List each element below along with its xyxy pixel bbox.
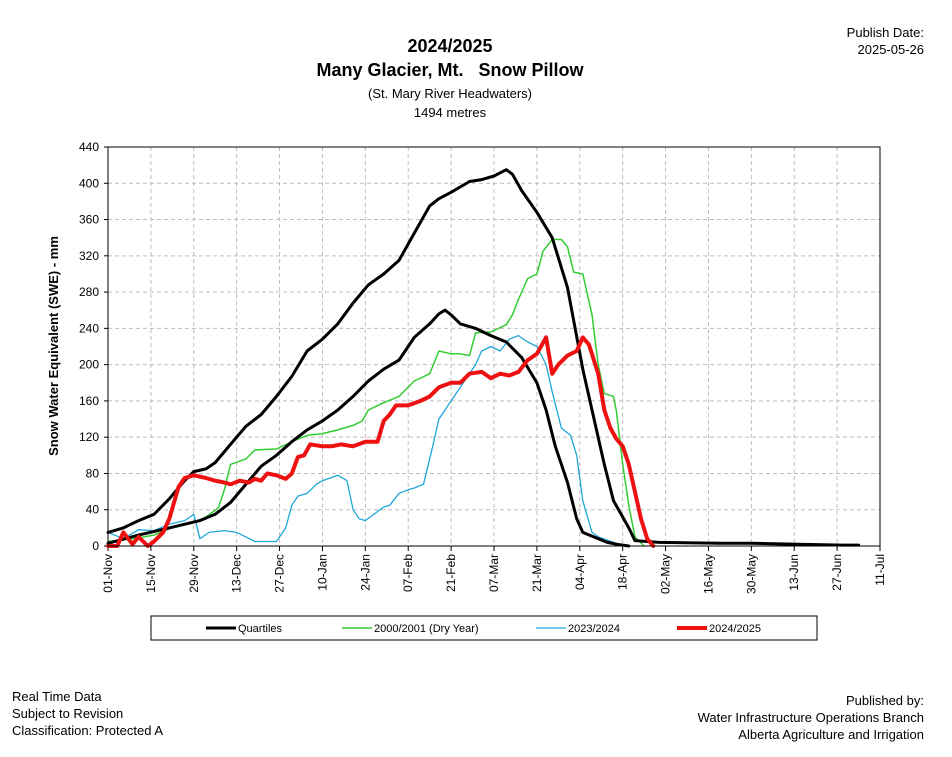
y-axis-label: Snow Water Equivalent (SWE) - mm xyxy=(46,236,61,456)
y-tick-label: 320 xyxy=(79,249,99,263)
chart-subtitle-basin: (St. Mary River Headwaters) xyxy=(368,86,532,101)
legend-label-current: 2024/2025 xyxy=(709,623,761,635)
chart-subtitle-elevation: 1494 metres xyxy=(413,105,487,120)
y-tick-label: 280 xyxy=(79,285,99,299)
series-line-quartiles-1 xyxy=(106,308,631,548)
y-tick-label: 200 xyxy=(79,358,99,372)
x-tick-label: 29-Nov xyxy=(187,554,201,593)
y-axis-ticks: 0 40 80 120 160 200 240 280 320 360 400 440 xyxy=(79,140,108,553)
y-tick-label: 0 xyxy=(92,539,99,553)
x-tick-label: 13-Dec xyxy=(230,554,244,593)
series-line-current-4 xyxy=(106,335,656,548)
y-tick-label: 80 xyxy=(86,466,100,480)
x-tick-label: 21-Mar xyxy=(530,554,544,592)
y-tick-label: 440 xyxy=(79,140,99,154)
x-tick-label: 01-Nov xyxy=(101,554,115,593)
y-tick-label: 360 xyxy=(79,213,99,227)
x-tick-label: 15-Nov xyxy=(144,554,158,593)
footer-classification: Classification: Protected A xyxy=(12,723,164,738)
chart-title-year: 2024/2025 xyxy=(407,36,493,56)
legend: Quartiles 2000/2001 (Dry Year) 2023/2024 20… xyxy=(150,615,818,641)
series-line-prev-3 xyxy=(107,334,624,547)
publish-date-label: Publish Date: xyxy=(846,25,924,40)
series-line-dry-2 xyxy=(107,238,645,547)
x-tick-label: 13-Jun xyxy=(787,554,801,591)
footer-branch: Water Infrastructure Operations Branch xyxy=(697,710,924,725)
plot-frame xyxy=(107,146,881,547)
footer-ministry: Alberta Agriculture and Irrigation xyxy=(738,727,924,742)
x-tick-label: 18-Apr xyxy=(616,554,630,590)
x-tick-label: 07-Mar xyxy=(487,554,501,592)
x-tick-label: 11-Jul xyxy=(873,554,887,586)
chart-title-station: Many Glacier, Mt. Snow Pillow xyxy=(316,60,584,80)
footer-revision: Subject to Revision xyxy=(12,706,124,721)
x-axis-ticks: 01-Nov 15-Nov 29-Nov 13-Dec 27-Dec 10-Jan 24-J… xyxy=(101,546,887,594)
x-tick-label: 27-Dec xyxy=(273,554,287,593)
footer-left: Real Time Data Subject to Revision Class… xyxy=(12,688,163,739)
x-tick-label: 04-Apr xyxy=(573,554,587,590)
footer-right: Published by: Water Infrastructure Opera… xyxy=(698,692,924,743)
y-tick-label: 160 xyxy=(79,394,99,408)
y-tick-label: 120 xyxy=(79,430,99,444)
x-tick-label: 16-May xyxy=(701,554,715,594)
footer-published-by: Published by: xyxy=(845,693,924,708)
chart-titles: 2024/2025 Many Glacier, Mt. Snow Pillow … xyxy=(0,34,900,122)
x-tick-label: 10-Jan xyxy=(315,554,329,591)
x-tick-label: 07-Feb xyxy=(401,554,415,592)
footer-realtime: Real Time Data xyxy=(12,689,102,704)
gridlines xyxy=(108,147,881,546)
y-tick-label: 240 xyxy=(79,321,99,335)
x-tick-label: 02-May xyxy=(659,554,673,594)
legend-label-quartiles: Quartiles xyxy=(238,623,283,635)
x-tick-label: 30-May xyxy=(744,554,758,594)
x-tick-label: 24-Jan xyxy=(358,554,372,591)
publish-date-value: 2025-05-26 xyxy=(857,42,925,57)
legend-label-prev: 2023/2024 xyxy=(568,623,620,635)
y-tick-label: 400 xyxy=(79,176,99,190)
publish-date-block: Publish Date: 2025-05-26 xyxy=(847,24,924,58)
series-lines xyxy=(106,168,861,548)
x-tick-label: 27-Jun xyxy=(830,554,844,591)
legend-label-dry: 2000/2001 (Dry Year) xyxy=(374,623,479,635)
x-tick-label: 21-Feb xyxy=(444,554,458,592)
y-tick-label: 40 xyxy=(86,503,100,517)
series-line-quartiles-0 xyxy=(106,168,861,547)
